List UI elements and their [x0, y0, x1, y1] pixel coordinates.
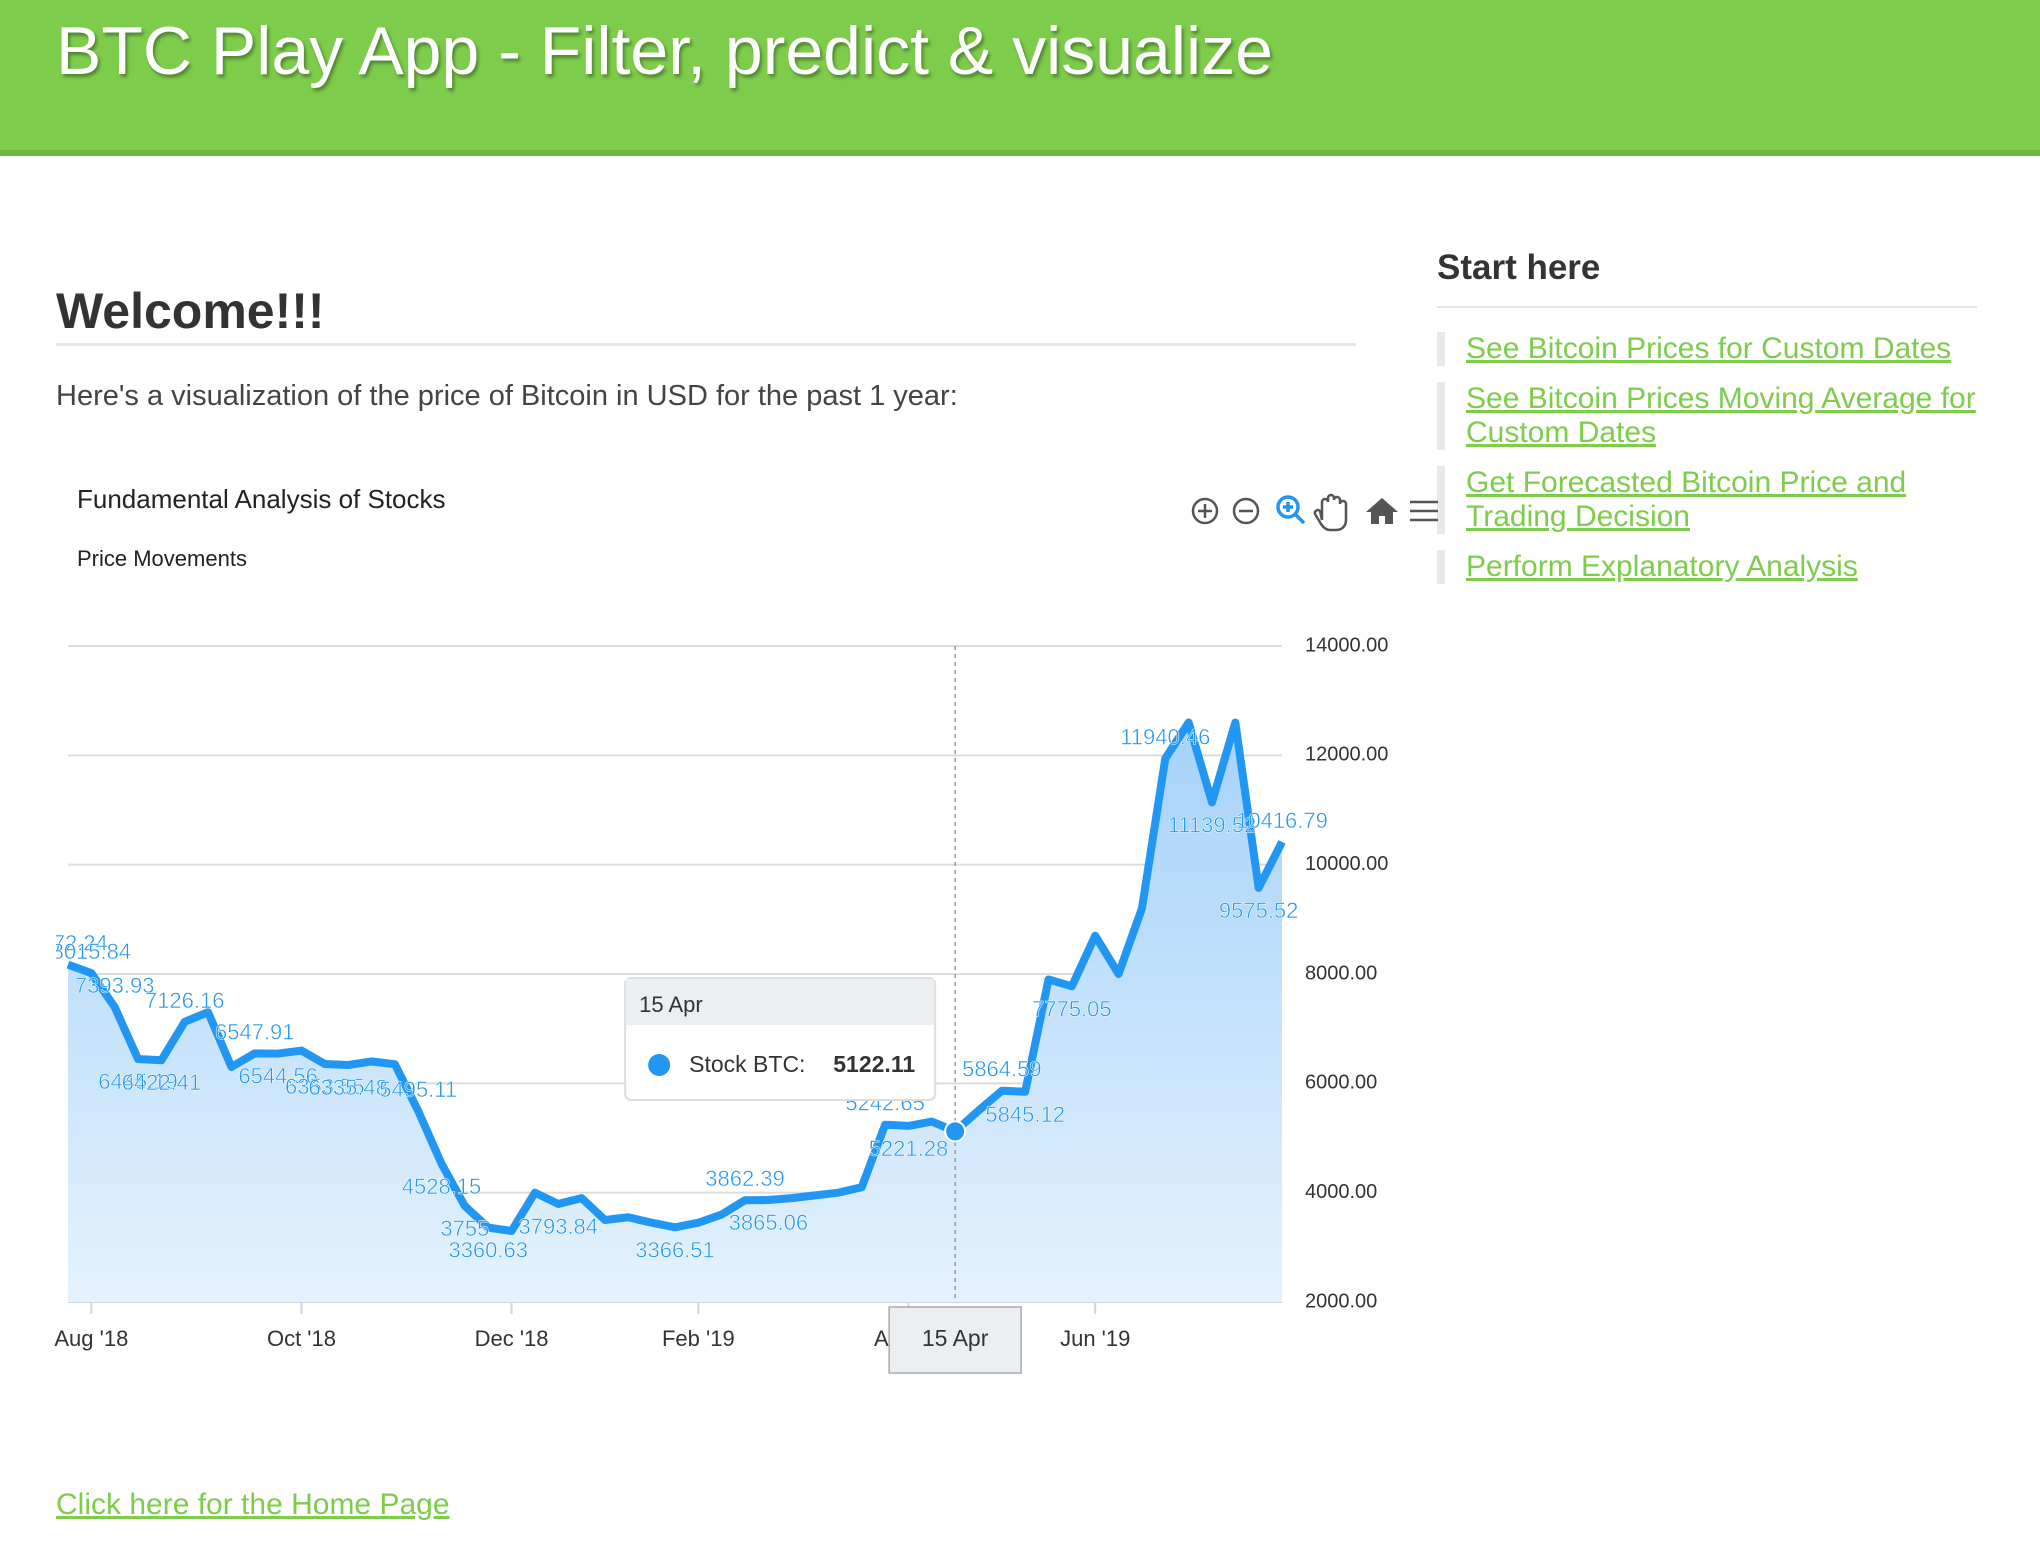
data-label: 7775.05	[1032, 996, 1112, 1021]
x-tick-label: Oct '18	[267, 1326, 336, 1351]
y-tick-label: 4000.00	[1305, 1181, 1377, 1203]
chart-subtitle: Price Movements	[77, 546, 247, 571]
data-label: 8015.84	[52, 939, 132, 964]
sidebar-heading: Start here	[1437, 248, 1601, 287]
data-label: 3755	[440, 1216, 489, 1241]
data-label: 3865.06	[729, 1210, 809, 1235]
tooltip-header: 15 Apr	[639, 992, 703, 1017]
data-label: 6335.48	[308, 1075, 388, 1100]
data-label: 5495.11	[379, 1077, 457, 1102]
area	[68, 722, 1282, 1302]
y-tick-label: 2000.00	[1305, 1290, 1377, 1312]
data-label: 3366.51	[635, 1237, 715, 1262]
data-label: 6547.91	[215, 1019, 295, 1044]
chart-title: Fundamental Analysis of Stocks	[77, 484, 446, 514]
data-label: 5864.59	[962, 1057, 1042, 1082]
data-label: 6445.19	[98, 1069, 178, 1094]
home-link[interactable]: Click here for the Home Page	[56, 1488, 450, 1521]
x-tick-label: Dec '18	[475, 1326, 549, 1351]
tooltip-header-bg	[626, 979, 935, 1025]
divider	[1437, 306, 1977, 308]
x-tick-label: Feb '19	[662, 1326, 735, 1351]
zoom-in-button[interactable]	[1191, 497, 1219, 525]
data-label: 5221.28	[869, 1136, 949, 1161]
sidebar-item: Get Forecasted Bitcoin Price and Trading…	[1437, 466, 1977, 534]
reset-button[interactable]	[1366, 498, 1398, 524]
data-label: 11139.52	[1168, 812, 1257, 837]
nav-link[interactable]: Get Forecasted Bitcoin Price and Trading…	[1466, 466, 1907, 533]
y-tick-label: 12000.00	[1305, 744, 1388, 766]
data-label: 7393.93	[75, 973, 155, 998]
y-tick-label: 8000.00	[1305, 962, 1377, 984]
x-tick-label: Aug '18	[54, 1326, 128, 1351]
tooltip-dot	[648, 1054, 671, 1076]
y-tick-label: 10000.00	[1305, 853, 1388, 875]
data-label: 3862.39	[705, 1166, 785, 1191]
welcome-heading: Welcome!!!	[56, 283, 325, 339]
y-tick-label: 14000.00	[1305, 634, 1388, 656]
zoom-out-button[interactable]	[1232, 497, 1260, 525]
nav-link[interactable]: See Bitcoin Prices Moving Average for Cu…	[1466, 382, 1976, 449]
crosshair-label-box	[888, 1306, 1022, 1374]
data-label: 7126.16	[145, 988, 225, 1013]
sidebar-item: See Bitcoin Prices for Custom Dates	[1437, 332, 1977, 366]
data-label: 9575.52	[1219, 898, 1299, 923]
chart: Fundamental Analysis of Stocks Price Mov…	[28, 484, 1438, 1374]
nav-link[interactable]: Perform Explanatory Analysis	[1466, 550, 1858, 583]
data-label: 3793.84	[519, 1214, 599, 1239]
line	[66, 718, 1286, 1235]
header-bar: BTC Play App - Filter, predict & visuali…	[0, 0, 2040, 156]
data-label: 11940.46	[1120, 725, 1210, 750]
toolbar	[1191, 493, 1438, 532]
tooltip-label: Stock BTC:	[689, 1051, 805, 1077]
nav-link[interactable]: See Bitcoin Prices for Custom Dates	[1466, 332, 1952, 365]
data-label: 10416.79	[1236, 808, 1328, 833]
tooltip-value: 5122.11	[833, 1051, 915, 1077]
zoom-select-button[interactable]	[1276, 495, 1306, 525]
data-label: 8172.24	[28, 931, 108, 956]
menu-button[interactable]	[1410, 500, 1438, 522]
hover-marker	[944, 1120, 967, 1143]
data-label: 6544.56	[238, 1064, 318, 1089]
data-label: 5845.12	[985, 1102, 1065, 1127]
sidebar-item: Perform Explanatory Analysis	[1437, 550, 1977, 584]
app-title: BTC Play App - Filter, predict & visuali…	[56, 13, 1273, 89]
divider	[56, 343, 1356, 346]
pan-button[interactable]	[1313, 493, 1348, 532]
data-label: 4528.15	[402, 1174, 482, 1199]
data-label: 6422.41	[122, 1070, 202, 1095]
y-tick-label: 6000.00	[1305, 1072, 1377, 1094]
intro-text: Here's a visualization of the price of B…	[56, 380, 958, 412]
data-label: 3360.63	[448, 1238, 528, 1263]
data-label: 6353.55	[285, 1074, 365, 1099]
crosshair-label: 15 Apr	[922, 1325, 989, 1351]
x-tick-label: Jun '19	[1060, 1326, 1130, 1351]
sidebar-item: See Bitcoin Prices Moving Average for Cu…	[1437, 382, 1977, 450]
